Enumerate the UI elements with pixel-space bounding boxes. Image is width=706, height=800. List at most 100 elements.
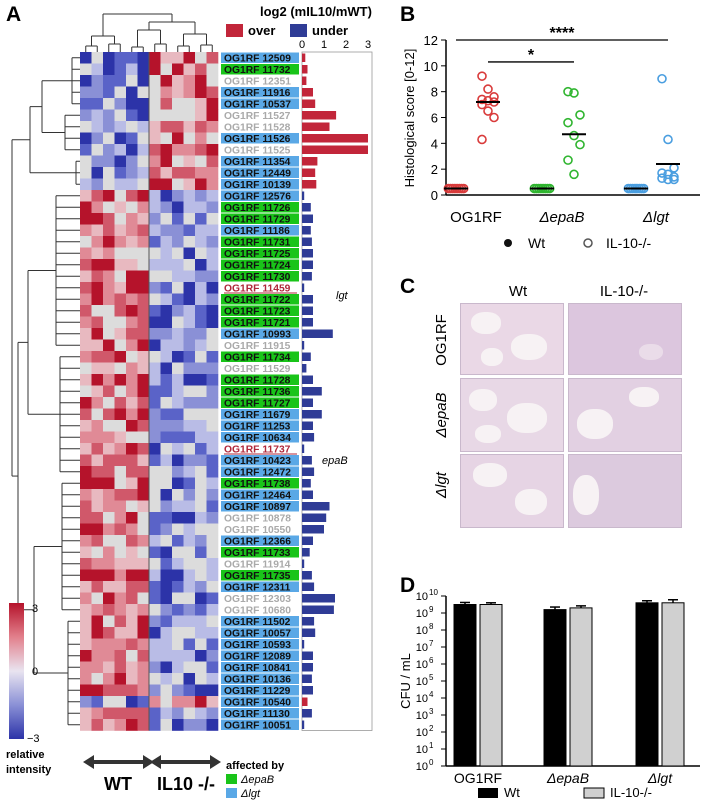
b-point: [563, 117, 573, 128]
b-legend-il10-marker: [583, 238, 593, 248]
heatmap-cell: [126, 397, 138, 409]
colorscale-label-1: relative: [6, 749, 45, 761]
heatmap-cell: [195, 627, 207, 639]
d-bars: [453, 598, 685, 767]
affected-epab-swatch: [226, 774, 237, 784]
heatmap-cell: [195, 523, 207, 536]
heatmap-cell: [195, 650, 207, 662]
heatmap-cell: [80, 512, 92, 524]
gene-label-bg: [221, 535, 299, 546]
heatmap-cell: [80, 661, 92, 674]
heatmap-cell: [160, 213, 173, 225]
log2-bar: [302, 536, 313, 545]
heatmap-cell: [195, 190, 207, 202]
log2-bar: [302, 329, 333, 338]
colorscale-tick-zero: 0: [32, 666, 38, 678]
heatmap-cell: [80, 339, 92, 352]
heatmap-cell: [91, 535, 104, 547]
heatmap-cell: [206, 293, 219, 306]
heatmap-cell: [80, 167, 92, 179]
c-row-label-lgt: Δlgt: [433, 471, 450, 499]
heatmap-cell: [149, 339, 161, 352]
heatmap-cell: [195, 63, 207, 76]
heatmap-cell: [103, 569, 115, 582]
heatmap-cell: [126, 351, 138, 363]
d-y-tick-label: 10: [416, 693, 428, 705]
heatmap-cell: [183, 236, 196, 248]
heatmap-cell: [160, 615, 173, 628]
histology-og1rf-wt: [460, 303, 564, 375]
heatmap-cell: [160, 362, 173, 375]
gene-label-bg: [221, 374, 299, 385]
gene-label-bg: [221, 466, 299, 477]
b-point: [657, 168, 667, 178]
heatmap-cell: [172, 558, 184, 570]
heatmap-cell: [103, 673, 115, 685]
heatmap-cell: [206, 466, 219, 478]
heatmap-cell: [126, 477, 138, 490]
log2-bar: [302, 76, 307, 85]
b-point: [477, 99, 487, 110]
heatmap-cell: [160, 86, 173, 99]
b-significance-label: *: [528, 47, 535, 64]
gene-label: OG1RF 11528: [224, 123, 291, 134]
heatmap-cell: [91, 259, 104, 271]
gene-label: OG1RF 11723: [224, 307, 291, 318]
heatmap-cell: [103, 489, 115, 501]
heatmap-cell: [137, 408, 150, 421]
heatmap-cell: [114, 144, 127, 156]
heatmap-cell: [206, 121, 219, 133]
gene-label-bg: [221, 133, 299, 144]
heatmap-cell: [91, 615, 104, 628]
gene-label: OG1RF 10139: [224, 180, 291, 191]
heatmap-cell: [206, 247, 219, 260]
log2-bar: [302, 168, 316, 177]
heatmap-cell: [149, 604, 161, 616]
heatmap-cell: [126, 696, 138, 708]
heatmap-cell: [149, 224, 161, 237]
heatmap-cell: [206, 132, 219, 145]
heatmap-cell: [126, 224, 138, 237]
heatmap-cell: [114, 569, 127, 582]
heatmap-cell: [91, 167, 104, 179]
heatmap-cell: [183, 351, 196, 363]
heatmap-cell: [160, 454, 173, 467]
heatmap-cell: [103, 500, 115, 513]
heatmap-cell: [103, 75, 115, 87]
d-y-tick-label: 10: [416, 625, 428, 637]
heatmap-cell: [160, 443, 173, 455]
heatmap-cell: [160, 374, 173, 386]
heatmap-cell: [160, 75, 173, 87]
gene-label-bg: [221, 708, 299, 719]
log2-bar: [302, 318, 313, 327]
heatmap-cell: [114, 466, 127, 478]
heatmap-cell: [91, 63, 104, 76]
gene-label: OG1RF 11529: [224, 364, 291, 375]
heatmap-cell: [103, 397, 115, 409]
heatmap-cell: [183, 535, 196, 547]
gene-label: OG1RF 12576: [224, 192, 291, 203]
histology-og1rf-il10: [568, 303, 682, 375]
gene-label-bg: [221, 547, 299, 558]
heatmap-cell: [114, 696, 127, 708]
d-y-tick-label: 10: [416, 659, 428, 671]
heatmap-cell: [172, 155, 184, 168]
heatmap-cell: [126, 374, 138, 386]
d-bar: [661, 602, 685, 767]
gene-label: OG1RF 10051: [224, 721, 291, 732]
heatmap-cell: [195, 293, 207, 306]
histology-lgt-il10: [568, 454, 682, 528]
heatmap-cell: [103, 155, 115, 168]
heatmap-cell: [206, 443, 219, 455]
gene-label: OG1RF 11130: [224, 709, 290, 720]
gene-label-bg: [221, 581, 299, 592]
gene-label-bg: [221, 719, 299, 730]
heatmap-cell: [137, 558, 150, 570]
heatmap-cell: [114, 155, 127, 168]
panel-letter-a: A: [6, 3, 21, 26]
heatmap-cell: [195, 535, 207, 547]
gene-label-bg: [221, 271, 299, 282]
heatmap-cell: [137, 270, 150, 283]
heatmap-cell: [126, 328, 138, 340]
